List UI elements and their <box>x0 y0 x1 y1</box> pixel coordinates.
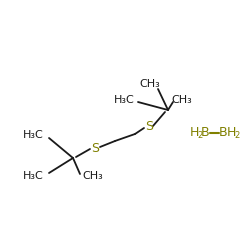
Text: H₃C: H₃C <box>114 95 134 105</box>
Text: CH₃: CH₃ <box>140 79 160 89</box>
Text: S: S <box>91 142 99 154</box>
Text: H: H <box>227 126 236 140</box>
Text: CH₃: CH₃ <box>172 95 192 105</box>
Text: H₃C: H₃C <box>22 130 44 140</box>
Text: 2: 2 <box>198 132 203 140</box>
Text: H: H <box>190 126 200 140</box>
Text: B: B <box>201 126 209 140</box>
Text: 2: 2 <box>234 132 240 140</box>
Text: S: S <box>145 120 153 134</box>
Text: H₃C: H₃C <box>22 171 44 181</box>
Text: CH₃: CH₃ <box>82 171 103 181</box>
Text: B: B <box>219 126 228 140</box>
